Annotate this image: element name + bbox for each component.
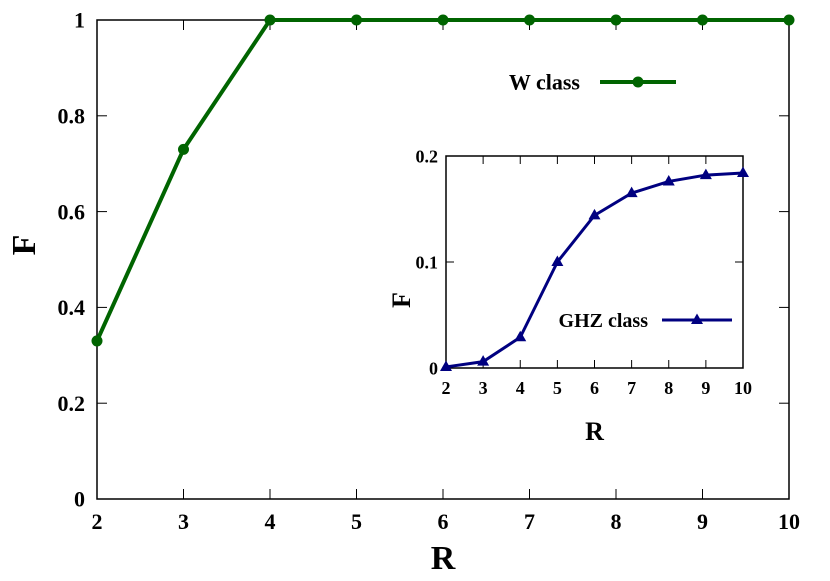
data-point bbox=[351, 14, 362, 26]
x-tick-label: 10 bbox=[734, 378, 752, 398]
legend-label: W class bbox=[509, 70, 581, 95]
data-point bbox=[697, 14, 708, 26]
x-tick-label: 3 bbox=[479, 378, 488, 398]
data-point bbox=[91, 335, 103, 347]
plot-background bbox=[446, 156, 743, 368]
inset-plot: 2 3 4 5 6 7 8 9 10 0 0.1 0.2 R F GHZ class bbox=[387, 146, 752, 446]
y-tick-label: 0.2 bbox=[58, 391, 86, 416]
x-tick-label: 4 bbox=[265, 509, 276, 534]
y-tick-label: 0 bbox=[429, 358, 438, 378]
data-point bbox=[588, 208, 601, 220]
data-point bbox=[625, 186, 638, 198]
data-point bbox=[662, 174, 675, 186]
x-tick-label: 6 bbox=[438, 509, 449, 534]
data-point bbox=[737, 166, 749, 177]
y-tick-label: 0.6 bbox=[58, 199, 86, 224]
y-axis-label: F bbox=[6, 235, 43, 256]
data-point bbox=[524, 14, 535, 26]
data-point bbox=[551, 255, 564, 266]
y-tick-label: 1 bbox=[74, 8, 85, 33]
y-tick-label: 0.2 bbox=[416, 146, 439, 166]
data-point bbox=[610, 14, 622, 26]
x-axis-label: R bbox=[585, 417, 604, 446]
y-axis-label: F bbox=[387, 292, 416, 308]
plot-frame bbox=[445, 155, 744, 369]
legend-label: GHZ class bbox=[559, 310, 649, 332]
x-tick-label: 9 bbox=[701, 378, 710, 398]
x-tick-label: 5 bbox=[553, 378, 562, 398]
y-tick-label: 0.8 bbox=[58, 104, 86, 129]
main-plot: 2 3 4 5 6 7 8 9 10 0 0.2 0.4 0.6 0.8 1 R F W class bbox=[6, 8, 800, 577]
data-point bbox=[783, 14, 795, 26]
x-axis-label: R bbox=[431, 540, 456, 577]
x-tick-label: 5 bbox=[351, 509, 362, 534]
x-tick-label: 8 bbox=[611, 509, 622, 534]
x-tick-label: 4 bbox=[516, 378, 525, 398]
x-tick-label: 8 bbox=[664, 378, 673, 398]
x-tick-label: 2 bbox=[92, 509, 103, 534]
data-point bbox=[437, 14, 449, 26]
data-point bbox=[264, 14, 276, 26]
x-tick-label: 2 bbox=[442, 378, 451, 398]
y-tick-label: 0.4 bbox=[58, 295, 86, 320]
data-point bbox=[477, 355, 490, 366]
x-tick-label: 7 bbox=[627, 378, 636, 398]
legend-marker bbox=[691, 313, 703, 324]
y-tick-label: 0 bbox=[74, 487, 85, 512]
legend-marker bbox=[632, 76, 644, 88]
data-point bbox=[440, 360, 452, 371]
data-point bbox=[699, 168, 712, 180]
x-tick-label: 6 bbox=[590, 378, 599, 398]
x-tick-label: 7 bbox=[524, 509, 535, 534]
x-tick-label: 9 bbox=[697, 509, 708, 534]
x-tick-label: 3 bbox=[178, 509, 189, 534]
x-tick-label: 10 bbox=[778, 509, 800, 534]
data-point bbox=[514, 330, 527, 342]
data-point bbox=[178, 143, 189, 155]
y-tick-label: 0.1 bbox=[416, 252, 439, 272]
